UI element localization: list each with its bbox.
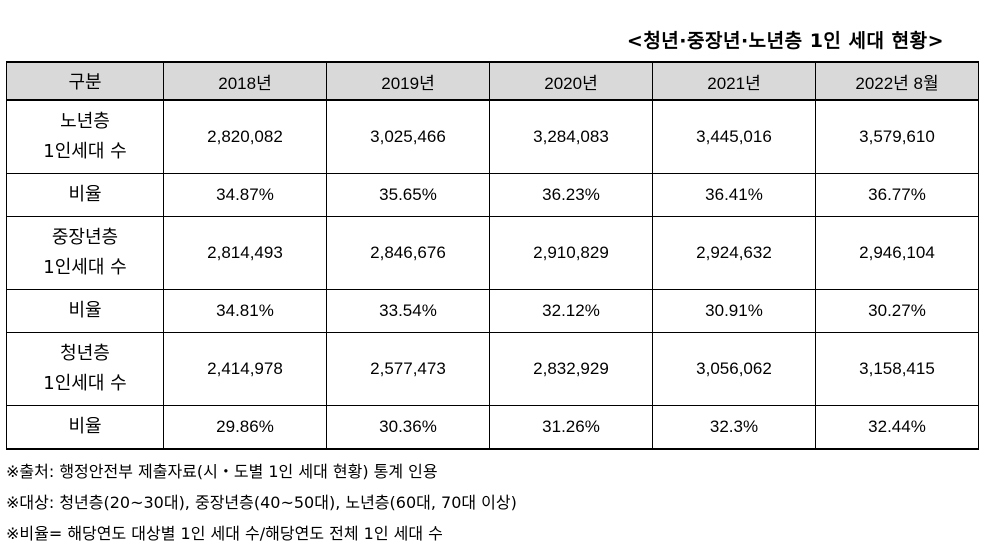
- table-cell: 3,158,415: [815, 332, 979, 406]
- row-label-line2: 1인세대 수: [43, 373, 127, 394]
- table-cell: 32.44%: [815, 405, 979, 450]
- header-2020: 2020년: [489, 61, 653, 101]
- table-cell: 2,577,473: [326, 332, 490, 406]
- table-cell: 34.81%: [163, 289, 327, 333]
- header-2021: 2021년: [652, 61, 816, 101]
- table-cell: 3,445,016: [652, 99, 816, 174]
- row-label: 중장년층 1인세대 수: [6, 216, 164, 290]
- table-title: <청년·중장년·노년층 1인 세대 현황>: [626, 30, 944, 52]
- row-label: 비율: [6, 173, 164, 217]
- header-2018: 2018년: [163, 61, 327, 101]
- row-label: 노년층 1인세대 수: [6, 99, 164, 174]
- table-row: 청년층 1인세대 수 2,414,978 2,577,473 2,832,929…: [6, 332, 979, 406]
- header-category: 구분: [6, 61, 164, 101]
- table-cell: 2,924,632: [652, 216, 816, 290]
- table-cell: 3,579,610: [815, 99, 979, 174]
- table-cell: 32.3%: [652, 405, 816, 450]
- row-label-line1: 청년층: [60, 343, 110, 364]
- table-cell: 34.87%: [163, 173, 327, 217]
- table-cell: 2,814,493: [163, 216, 327, 290]
- footnote-target: ※대상: 청년층(20~30대), 중장년층(40~50대), 노년층(60대,…: [6, 493, 517, 512]
- statistics-table: 구분 2018년 2019년 2020년 2021년 2022년 8월 노년층 …: [6, 61, 979, 450]
- table-cell: 2,846,676: [326, 216, 490, 290]
- table-row: 비율 29.86% 30.36% 31.26% 32.3% 32.44%: [6, 405, 979, 450]
- table-cell: 29.86%: [163, 405, 327, 450]
- table-cell: 33.54%: [326, 289, 490, 333]
- row-label-line1: 노년층: [60, 111, 110, 132]
- table-cell: 3,284,083: [489, 99, 653, 174]
- table-cell: 2,946,104: [815, 216, 979, 290]
- footnotes: ※출처: 행정안전부 제출자료(시・도별 1인 세대 현황) 통계 인용 ※대상…: [6, 456, 517, 549]
- table-row: 중장년층 1인세대 수 2,814,493 2,846,676 2,910,82…: [6, 216, 979, 290]
- header-2022-aug: 2022년 8월: [815, 61, 979, 101]
- row-label-line1: 중장년층: [51, 227, 119, 248]
- header-2019: 2019년: [326, 61, 490, 101]
- table-cell: 30.36%: [326, 405, 490, 450]
- table-cell: 2,832,929: [489, 332, 653, 406]
- table-cell: 36.23%: [489, 173, 653, 217]
- table-cell: 36.77%: [815, 173, 979, 217]
- table-cell: 35.65%: [326, 173, 490, 217]
- table-cell: 36.41%: [652, 173, 816, 217]
- table-cell: 32.12%: [489, 289, 653, 333]
- footnote-ratio: ※비율= 해당연도 대상별 1인 세대 수/해당연도 전체 1인 세대 수: [6, 524, 443, 543]
- table-row: 비율 34.87% 35.65% 36.23% 36.41% 36.77%: [6, 173, 979, 217]
- table-cell: 31.26%: [489, 405, 653, 450]
- row-label-line2: 1인세대 수: [43, 257, 127, 278]
- row-label: 비율: [6, 289, 164, 333]
- footnote-source: ※출처: 행정안전부 제출자료(시・도별 1인 세대 현황) 통계 인용: [6, 462, 438, 481]
- table-cell: 30.91%: [652, 289, 816, 333]
- table-cell: 30.27%: [815, 289, 979, 333]
- row-label-line2: 1인세대 수: [43, 141, 127, 162]
- table-row: 노년층 1인세대 수 2,820,082 3,025,466 3,284,083…: [6, 99, 979, 174]
- table-cell: 2,414,978: [163, 332, 327, 406]
- row-label: 청년층 1인세대 수: [6, 332, 164, 406]
- table-cell: 3,056,062: [652, 332, 816, 406]
- table-row: 비율 34.81% 33.54% 32.12% 30.91% 30.27%: [6, 289, 979, 333]
- header-row: 구분 2018년 2019년 2020년 2021년 2022년 8월: [6, 61, 979, 101]
- row-label: 비율: [6, 405, 164, 450]
- table-cell: 2,910,829: [489, 216, 653, 290]
- table-cell: 3,025,466: [326, 99, 490, 174]
- table-cell: 2,820,082: [163, 99, 327, 174]
